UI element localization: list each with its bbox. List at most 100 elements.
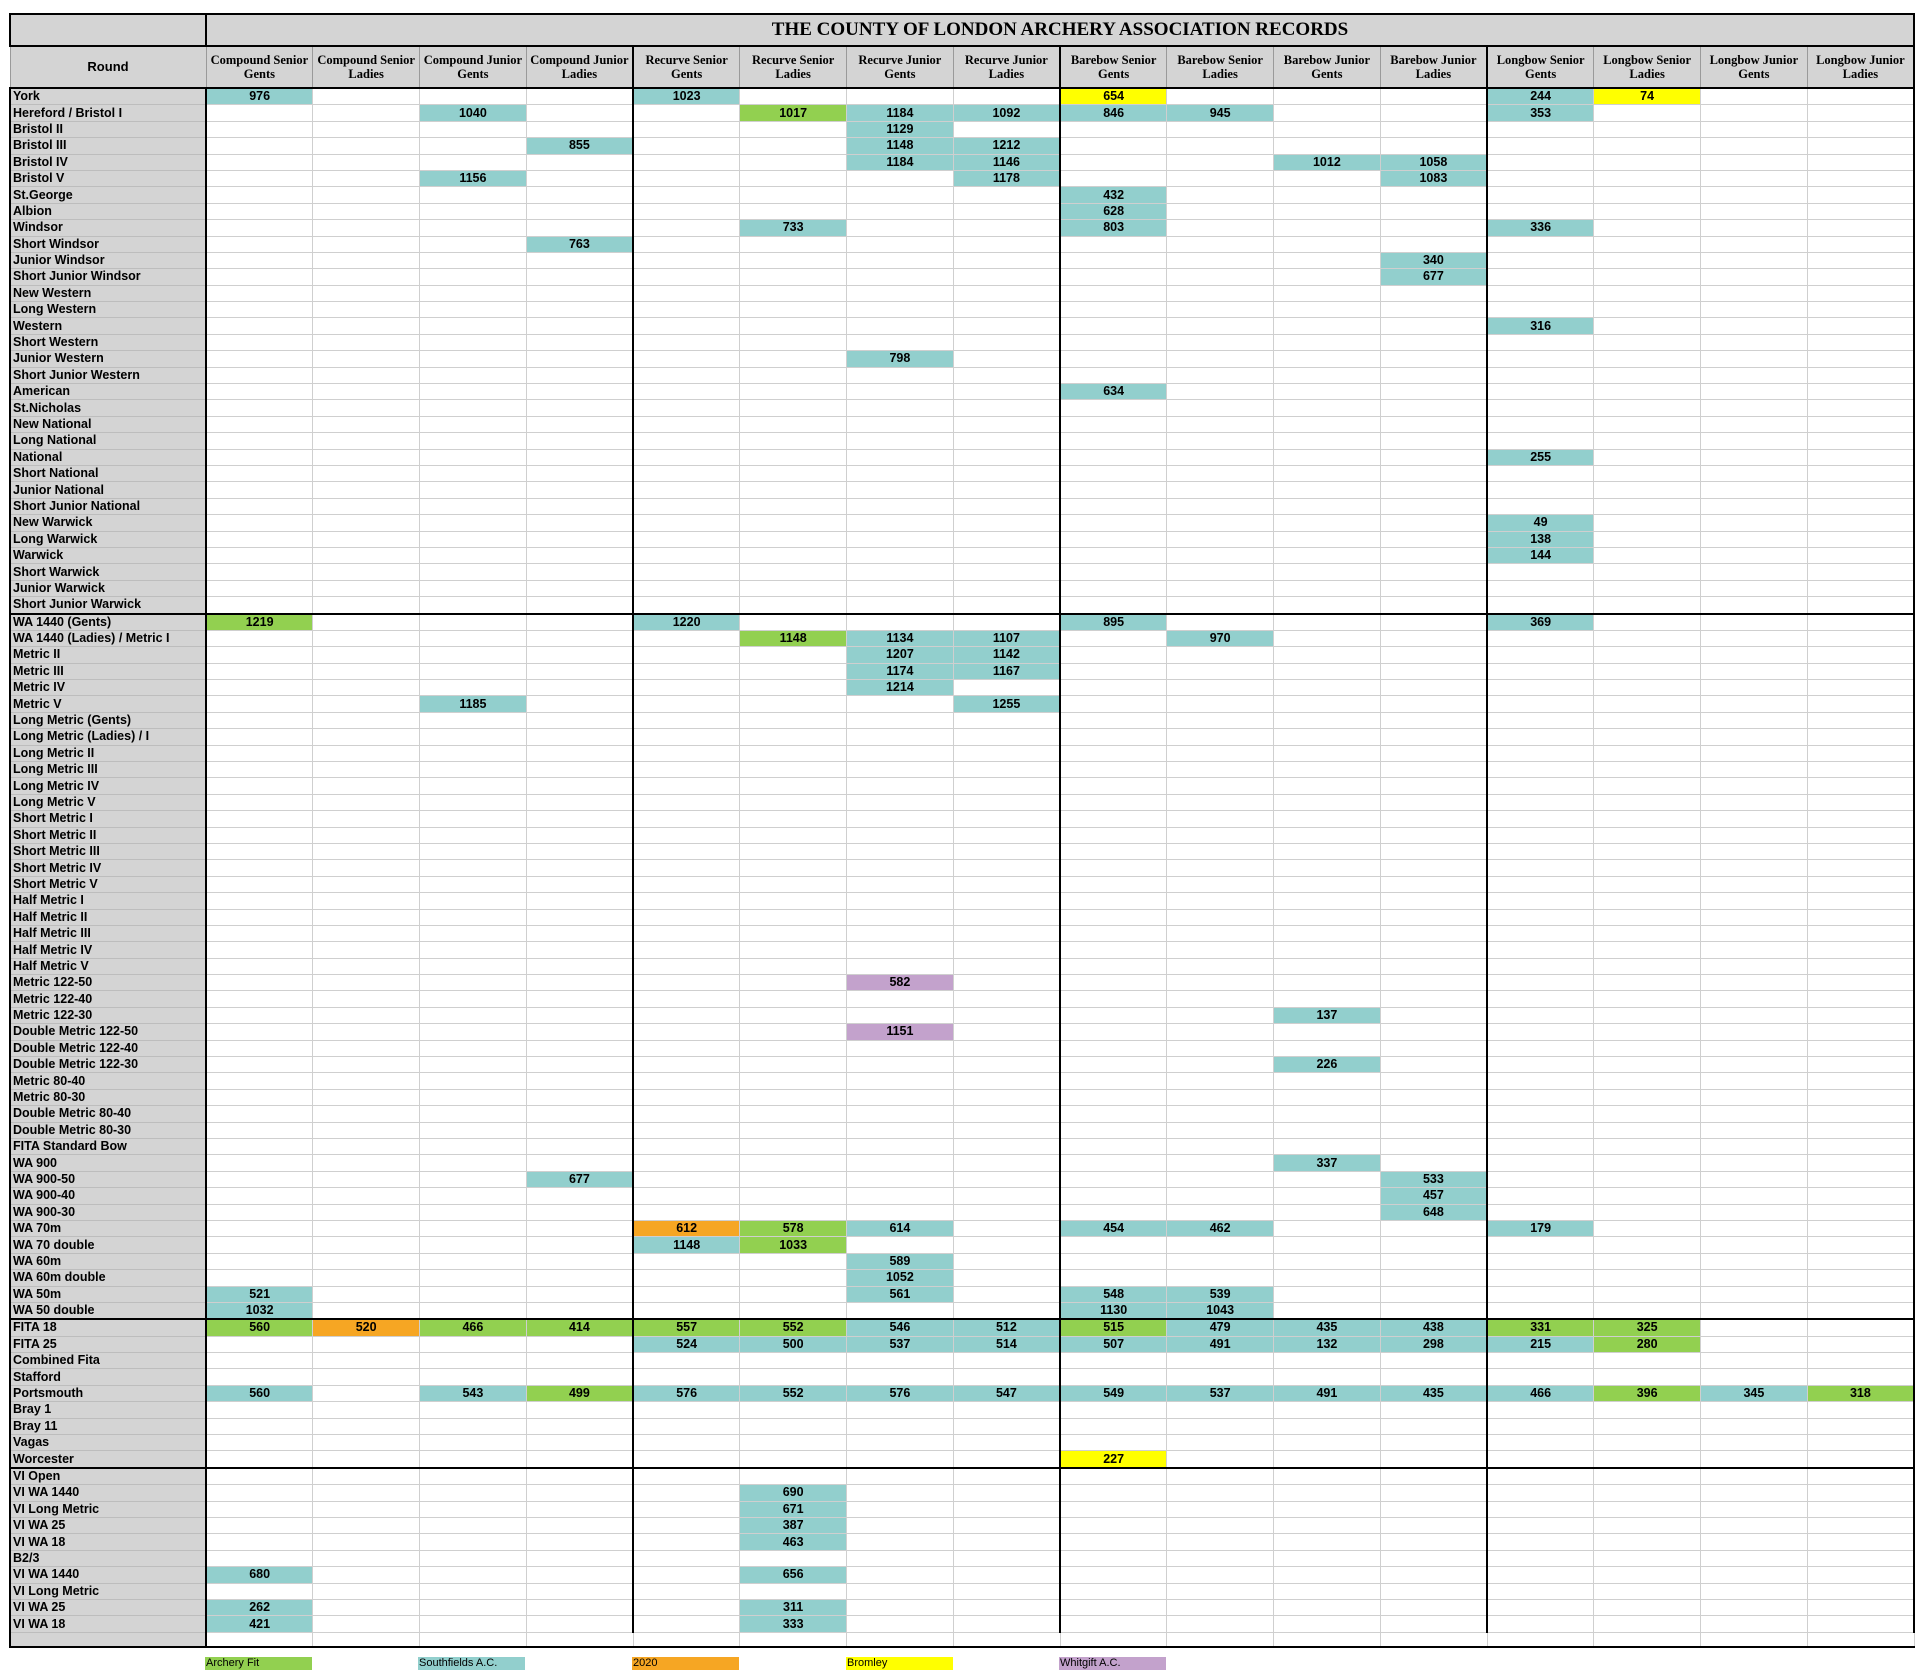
empty-cell [1593,1203,1701,1221]
empty-cell [419,219,527,237]
empty-cell [1166,415,1274,434]
empty-cell [1593,1401,1701,1419]
empty-cell [1273,464,1381,483]
record-score: 855 [525,137,634,155]
empty-cell [846,1500,954,1518]
empty-cell [205,563,314,581]
empty-cell [846,464,954,483]
empty-cell [419,333,527,352]
empty-cell [632,432,741,450]
empty-cell [1166,497,1274,516]
empty-cell [952,464,1061,483]
empty-cell [1806,268,1915,286]
empty-cell [1486,432,1595,450]
empty-cell [419,1105,527,1123]
empty-cell [1593,366,1701,385]
empty-cell [739,464,847,483]
empty-cell [1486,990,1595,1008]
empty-cell [1486,1121,1595,1140]
empty-cell [1273,793,1381,812]
empty-cell [525,1533,634,1551]
empty-cell [312,1154,420,1172]
empty-cell [1273,1285,1381,1303]
table-row: Half Metric II [9,908,1915,926]
column-header-longbow-junior-gents: Longbow Junior Gents [1700,45,1808,89]
empty-cell [1059,826,1168,844]
empty-cell [1059,1582,1168,1600]
empty-cell [1806,1582,1915,1600]
empty-cell [312,728,420,746]
empty-cell [525,1023,634,1041]
empty-cell [205,366,314,385]
empty-cell [1593,399,1701,417]
record-score: 512 [952,1318,1061,1337]
padding-cell [739,1631,847,1648]
empty-cell [1379,941,1488,959]
table-row: Junior Warwick [9,579,1915,598]
empty-cell [312,761,420,779]
empty-cell [1059,1121,1168,1140]
empty-cell [1700,1615,1808,1633]
empty-cell [312,924,420,943]
empty-cell [846,219,954,237]
empty-cell [312,1352,420,1370]
table-row: Double Metric 80-30 [9,1121,1915,1140]
empty-cell [205,1269,314,1287]
empty-cell [525,514,634,532]
empty-cell [952,579,1061,598]
empty-cell [846,695,954,713]
empty-cell [1806,777,1915,795]
empty-cell [1379,924,1488,943]
empty-cell [312,137,420,155]
empty-cell [205,284,314,303]
empty-cell [1593,530,1701,548]
empty-cell [632,202,741,221]
empty-cell [1166,235,1274,253]
empty-cell [1700,1434,1808,1452]
column-header-row: Round Compound Senior Gents Compound Seni… [9,45,1915,89]
empty-cell [1700,1006,1808,1025]
empty-cell [312,974,420,992]
empty-cell [312,497,420,516]
empty-cell [1806,1484,1915,1502]
empty-cell [1593,464,1701,483]
empty-cell [205,432,314,450]
empty-cell [1273,728,1381,746]
empty-cell [1273,432,1381,450]
empty-cell [1273,202,1381,221]
round-name: Long Warwick [9,530,207,548]
empty-cell [1379,744,1488,763]
empty-cell [1593,317,1701,335]
empty-cell [846,761,954,779]
empty-cell [1806,448,1915,466]
empty-cell [419,1072,527,1090]
table-row: VI WA 18 463 [9,1533,1915,1551]
empty-cell [1273,612,1381,631]
empty-cell [525,448,634,466]
record-score: 543 [419,1384,527,1403]
empty-cell [632,1056,741,1074]
empty-cell [1273,1466,1381,1486]
empty-cell [1379,1236,1488,1254]
column-header-longbow-junior-ladies: Longbow Junior Ladies [1806,45,1915,89]
round-name: Junior Warwick [9,579,207,598]
empty-cell [525,464,634,483]
empty-cell [1700,990,1808,1008]
empty-cell [1166,202,1274,221]
empty-cell [205,1500,314,1518]
empty-cell [1806,399,1915,417]
empty-cell [1806,612,1915,631]
empty-cell [846,268,954,286]
empty-cell [1273,169,1381,188]
record-score: 589 [846,1252,954,1271]
empty-cell [419,1269,527,1287]
empty-cell [1273,1598,1381,1617]
empty-cell [739,793,847,812]
table-row: Long Warwick 138 [9,530,1915,548]
empty-cell [1486,1533,1595,1551]
empty-cell [312,1417,420,1436]
empty-cell [1806,761,1915,779]
empty-cell [1486,284,1595,303]
empty-cell [1700,875,1808,894]
column-header-compound-junior-gents: Compound Junior Gents [419,45,527,89]
